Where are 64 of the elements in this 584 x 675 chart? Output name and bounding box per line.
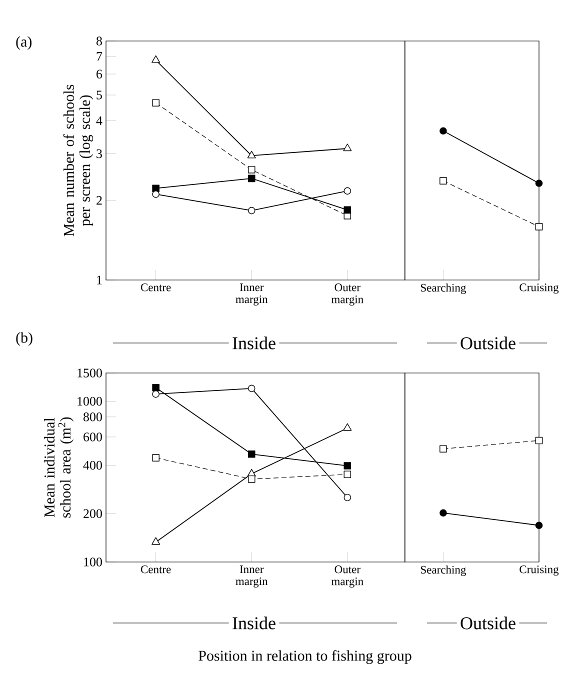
text: Inside (232, 336, 276, 350)
point (344, 187, 352, 195)
y-tick-label: 8 (96, 36, 102, 46)
y-tick-label: 6 (96, 70, 102, 78)
x-tick-label: Cruising (520, 566, 559, 576)
point (248, 450, 256, 458)
point (152, 454, 160, 462)
x-tick-label: Outer margin (331, 566, 364, 588)
point (152, 190, 160, 198)
point (535, 180, 543, 187)
point (152, 384, 160, 392)
y-tick-label: 1500 (78, 368, 102, 378)
x-tick-label: Cruising (520, 284, 559, 294)
text: Outside (460, 616, 516, 630)
y-tick-label: 7 (96, 52, 102, 61)
y-tick-label: 200 (84, 509, 102, 518)
point (248, 174, 256, 182)
point (152, 99, 160, 107)
point (152, 184, 160, 192)
point (344, 462, 352, 470)
text: (a) (16, 36, 32, 50)
x-tick-label: Centre (140, 566, 171, 574)
x-tick-label: Inner margin (236, 284, 268, 306)
text: Outside (460, 336, 516, 350)
point (440, 127, 447, 135)
point (343, 423, 352, 431)
point (440, 445, 447, 452)
point (248, 206, 256, 214)
y-tick-label: 3 (96, 149, 102, 158)
y-tick-label: 100 (84, 558, 102, 566)
x-axis-title: Position in relation to fishing group (198, 650, 412, 664)
point (248, 384, 256, 392)
y-axis-title: Mean individual school area (m$^{2}$) (44, 417, 74, 518)
point (247, 150, 256, 158)
text: (b) (16, 332, 32, 346)
point (152, 390, 160, 398)
point (344, 206, 352, 214)
y-tick-label: 2 (96, 196, 102, 205)
point (535, 436, 543, 444)
point (535, 522, 543, 530)
y-tick-label: 1000 (78, 396, 102, 406)
y-tick-label: 400 (83, 460, 102, 470)
y-tick-label: 5 (96, 90, 102, 100)
x-tick-label: Searching (420, 284, 466, 294)
y-tick-label: 800 (83, 412, 102, 422)
point (248, 166, 256, 174)
point (152, 537, 160, 545)
y-tick-label: 600 (84, 432, 102, 442)
y-axis-title: Mean number of schools per screen (log scale) (63, 84, 94, 236)
point (248, 475, 256, 483)
point (344, 470, 352, 478)
x-tick-label: Centre (140, 284, 171, 292)
point (344, 494, 352, 502)
point (535, 223, 543, 230)
y-tick-label: 4 (96, 116, 102, 125)
point (440, 177, 447, 184)
x-tick-label: Searching (420, 566, 466, 576)
y-tick-label: 1 (97, 276, 102, 284)
x-tick-label: Inner margin (236, 566, 268, 588)
text: Inside (232, 616, 276, 630)
point (152, 55, 160, 63)
x-tick-label: Outer margin (331, 284, 364, 306)
point (440, 509, 447, 517)
point (343, 144, 352, 152)
